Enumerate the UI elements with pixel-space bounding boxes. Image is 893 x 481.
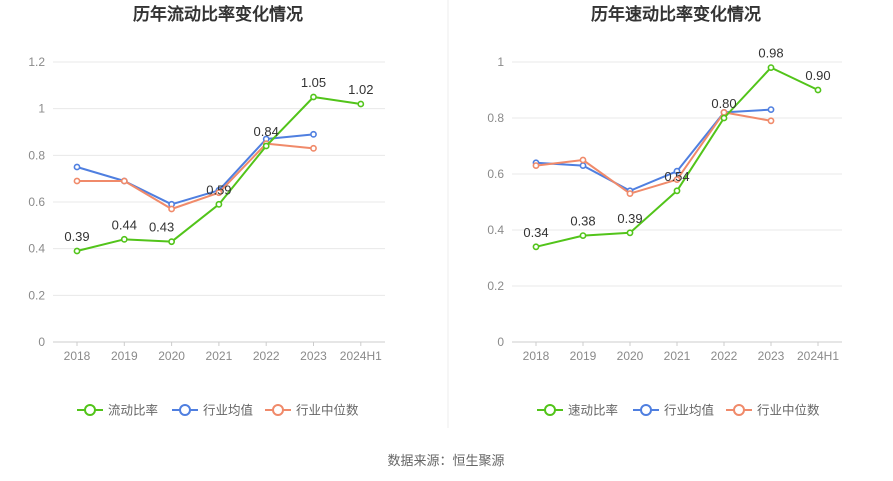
industry-median-data-point[interactable] [168,205,175,213]
data-label: 0.43 [149,220,174,235]
industry-avg-data-point[interactable] [673,167,681,175]
y-tick-label: 0.4 [28,242,45,256]
legend-item-industry-median[interactable]: 行业中位数 [726,403,820,418]
y-tick-label: 0 [497,335,504,349]
industry-median-data-point[interactable] [215,189,223,197]
primary-data-point[interactable] [579,232,587,239]
legend-label: 流动比率 [108,403,158,418]
x-tick-label: 2019 [111,349,138,363]
legend-item-industry-avg[interactable]: 行业均值 [633,403,714,418]
primary-data-point[interactable] [215,200,223,208]
legend-marker [544,404,556,416]
x-tick-label: 2022 [711,349,738,363]
x-tick-label: 2023 [758,349,785,363]
data-label: 0.80 [711,96,736,111]
y-tick-label: 0.2 [28,288,45,302]
industry-median-data-point[interactable] [673,176,681,183]
legend-item-primary[interactable]: 速动比率 [537,403,618,418]
data-label: 0.54 [664,169,689,184]
data-label: 1.02 [348,82,373,97]
legend-label: 行业均值 [203,403,253,418]
data-label: 0.34 [523,225,548,240]
industry-median-data-point[interactable] [73,177,81,185]
legend-marker [733,404,745,416]
legend-marker [179,404,191,416]
legend-label: 行业均值 [664,403,714,418]
industry-median-series-line [535,111,772,195]
industry-median-series-line [77,142,314,210]
x-tick-label: 2021 [206,349,233,363]
chart-title: 历年流动比率变化情况 [133,4,303,25]
y-tick-label: 0.8 [487,111,504,125]
industry-avg-series-line [535,108,772,192]
x-tick-label: 2023 [300,349,327,363]
primary-data-point[interactable] [262,142,270,150]
source-note: 数据来源：恒生聚源 [387,454,504,469]
legend-label: 行业中位数 [296,403,359,418]
industry-median-data-point[interactable] [626,190,634,197]
y-tick-label: 1 [497,55,504,69]
legend-label: 速动比率 [568,403,618,418]
data-label: 0.90 [805,68,830,83]
primary-data-point[interactable] [357,100,365,108]
industry-avg-data-point[interactable] [310,130,317,138]
primary-data-point[interactable] [626,229,634,237]
industry-avg-data-point[interactable] [767,106,775,113]
y-tick-label: 0.8 [28,148,45,162]
legend-marker [640,404,652,416]
industry-median-data-point[interactable] [579,156,587,164]
primary-data-point[interactable] [310,93,317,101]
x-tick-label: 2021 [664,349,691,363]
y-tick-label: 0.6 [28,195,45,209]
legend-marker [84,404,96,416]
industry-avg-data-point[interactable] [73,163,81,171]
x-tick-label: 2018 [523,349,550,363]
data-label: 0.39 [617,211,642,226]
y-tick-label: 1 [38,102,45,116]
data-label: 0.38 [570,214,595,229]
x-tick-label: 2024H1 [797,349,839,363]
industry-avg-data-point[interactable] [579,162,587,169]
primary-data-point[interactable] [120,235,128,243]
y-tick-label: 0.4 [487,223,504,237]
primary-data-point[interactable] [720,114,728,122]
current-ratio-chart: 历年流动比率变化情况 0 0.2 0.4 0.6 0.8 1 1.2 2018 2019 2020 2… [28,4,385,418]
industry-median-data-point[interactable] [767,117,775,125]
legend-item-primary[interactable]: 流动比率 [77,403,158,418]
legend-item-industry-avg[interactable]: 行业均值 [172,403,253,418]
x-tick-label: 2020 [617,349,644,363]
legend-marker [272,404,284,416]
x-tick-label: 2019 [570,349,597,363]
legend-item-industry-median[interactable]: 行业中位数 [265,403,359,418]
data-label: 0.84 [254,124,279,139]
primary-data-point[interactable] [767,64,775,71]
primary-data-point[interactable] [73,247,81,255]
primary-data-point[interactable] [673,187,681,195]
legend-label: 行业中位数 [757,403,820,418]
data-label: 0.98 [758,46,783,61]
y-tick-label: 0.6 [487,167,504,181]
industry-median-data-point[interactable] [532,162,540,169]
data-label: 0.59 [206,182,231,197]
quick-ratio-chart: 历年速动比率变化情况 0 0.2 0.4 0.6 0.8 1 2018 2019 2020 2021… [487,4,842,418]
primary-data-point[interactable] [814,86,822,94]
industry-median-data-point[interactable] [120,177,128,185]
primary-data-point[interactable] [532,243,540,251]
x-tick-label: 2018 [64,349,91,363]
x-tick-label: 2020 [158,349,185,363]
y-tick-label: 0.2 [487,279,504,293]
y-tick-label: 0 [38,335,45,349]
industry-median-data-point[interactable] [310,144,317,152]
x-tick-label: 2022 [253,349,280,363]
data-label: 0.39 [64,229,89,244]
x-tick-label: 2024H1 [340,349,382,363]
data-label: 1.05 [301,75,326,90]
primary-data-point[interactable] [168,238,175,246]
chart-title: 历年速动比率变化情况 [591,4,761,25]
y-tick-label: 1.2 [28,55,45,69]
data-label: 0.44 [112,217,137,232]
